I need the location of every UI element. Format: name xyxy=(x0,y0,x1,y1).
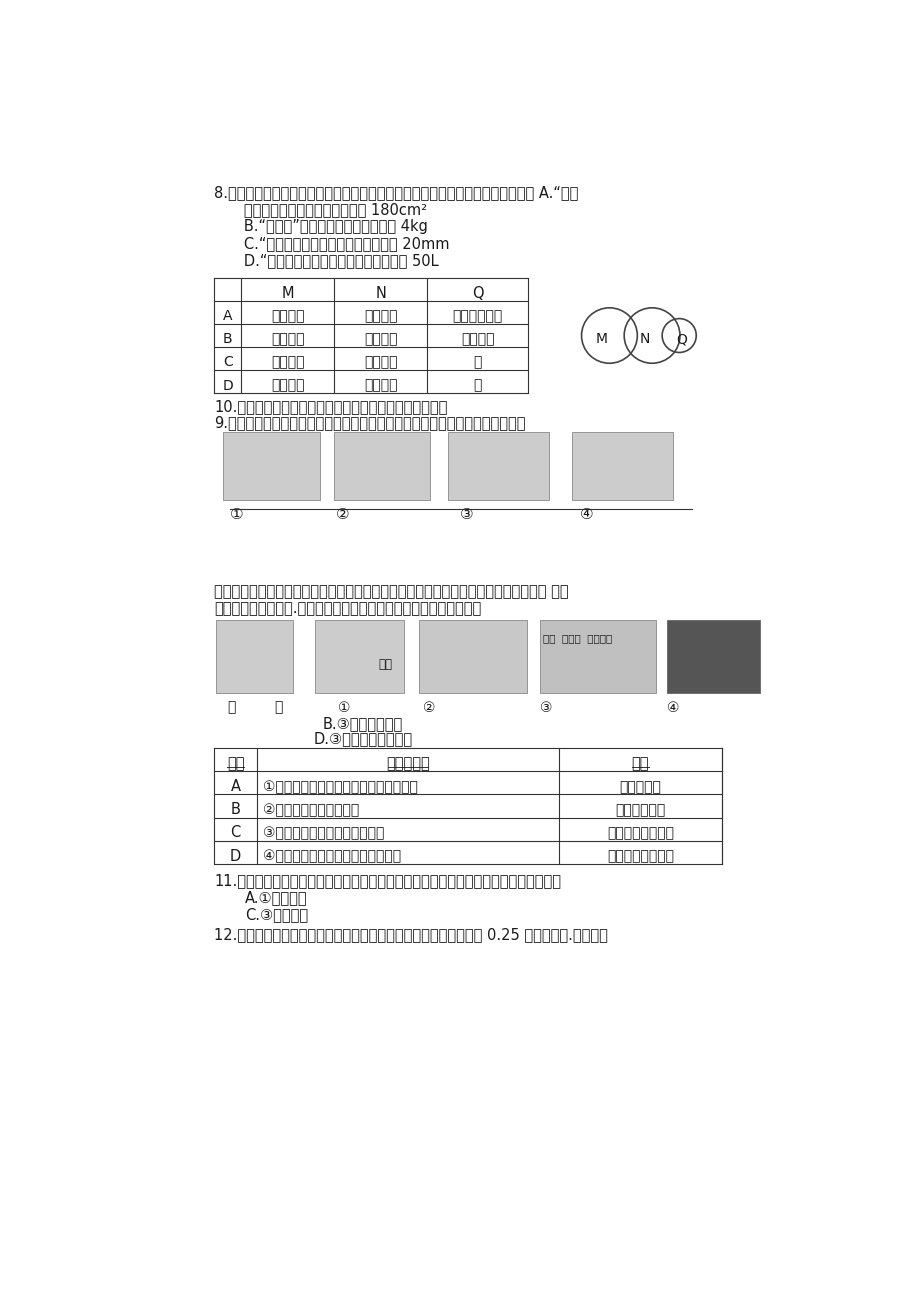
FancyBboxPatch shape xyxy=(539,619,655,693)
Text: Q: Q xyxy=(471,286,483,301)
Text: 爬行动物: 爬行动物 xyxy=(364,355,397,369)
Text: B.“测体温”：一只测温枪的质量约为 4kg: B.“测体温”：一只测温枪的质量约为 4kg xyxy=(230,220,427,234)
Text: 甲: 甲 xyxy=(227,700,235,714)
FancyBboxPatch shape xyxy=(666,619,759,693)
Text: D: D xyxy=(230,848,241,864)
FancyBboxPatch shape xyxy=(216,619,293,693)
Text: ②: ② xyxy=(423,700,436,714)
Text: 种子植物: 种子植物 xyxy=(364,332,397,346)
Text: 地球内部是分层的: 地球内部是分层的 xyxy=(607,850,674,863)
Text: 10.如图，下列各项实验或事实能作为相应结论的证据的是: 10.如图，下列各项实验或事实能作为相应结论的证据的是 xyxy=(214,399,447,415)
Text: 抱子植物: 抱子植物 xyxy=(271,332,304,346)
Text: ②高山上的海洋生物化石: ②高山上的海洋生物化石 xyxy=(263,803,359,817)
FancyBboxPatch shape xyxy=(572,432,673,500)
Text: 铅块: 铅块 xyxy=(378,658,392,671)
Text: 营养器官: 营养器官 xyxy=(271,379,304,393)
Text: 乙: 乙 xyxy=(274,700,282,714)
Text: D: D xyxy=(222,379,233,393)
Text: 细线拉过去，如图乙.下列选项中的实验，其原理与上述实验一致的是: 细线拉过去，如图乙.下列选项中的实验，其原理与上述实验一致的是 xyxy=(214,601,481,617)
Text: 生殖器官: 生殖器官 xyxy=(364,379,397,393)
FancyBboxPatch shape xyxy=(448,432,549,500)
Text: A.①铅柱黏合: A.①铅柱黏合 xyxy=(245,890,308,905)
Text: 根: 根 xyxy=(473,379,482,393)
Text: 被子植物: 被子植物 xyxy=(460,332,494,346)
Text: M: M xyxy=(281,286,294,301)
Text: ④切开的熟鸡蛋有蛋壳、蛋白和蛋黄: ④切开的熟鸡蛋有蛋壳、蛋白和蛋黄 xyxy=(263,850,401,863)
Text: D.“勤洗手，一瓶家用洗手液的体积约为 50L: D.“勤洗手，一瓶家用洗手液的体积约为 50L xyxy=(230,254,437,268)
Text: 选项: 选项 xyxy=(226,756,244,771)
Text: B: B xyxy=(222,332,233,346)
Text: 8.某同学对预防新冠肺炎措施中使用的一些物品进行了估测，其中最符合事实的是 A.“戴口: 8.某同学对预防新冠肺炎措施中使用的一些物品进行了估测，其中最符合事实的是 A.… xyxy=(214,185,578,200)
Text: ④: ④ xyxy=(579,507,593,522)
Text: 蛇: 蛇 xyxy=(473,355,482,369)
Text: ①: ① xyxy=(338,700,350,714)
Text: 地壳是变动的: 地壳是变动的 xyxy=(615,803,664,817)
Text: 地球是球体: 地球是球体 xyxy=(618,779,661,794)
Text: ④: ④ xyxy=(666,700,678,714)
Text: N: N xyxy=(639,332,649,346)
Text: 电灯通电发光: 电灯通电发光 xyxy=(452,310,503,323)
Text: 结论: 结论 xyxy=(631,756,649,771)
Text: Q: Q xyxy=(675,332,686,346)
Text: ①: ① xyxy=(230,507,243,522)
Text: ①铅笔沿篹球表面向右移动时笔尖先消失: ①铅笔沿篹球表面向右移动时笔尖先消失 xyxy=(263,779,417,794)
Text: 脊椎动物: 脊椎动物 xyxy=(271,355,304,369)
Text: ③: ③ xyxy=(460,507,473,522)
Text: N: N xyxy=(375,286,386,301)
Text: C: C xyxy=(222,355,233,369)
Text: ③两本书向中间挠压时中间隆起: ③两本书向中间挠压时中间隆起 xyxy=(263,826,384,840)
Text: 罩，一只长方形口罩的面积约为 180cm²: 罩，一只长方形口罩的面积约为 180cm² xyxy=(230,203,426,217)
FancyBboxPatch shape xyxy=(334,432,430,500)
Text: 板块碰撞形成山脉: 板块碰撞形成山脉 xyxy=(607,826,674,840)
Text: B: B xyxy=(231,803,240,817)
Text: 12.某工厂要制造一种特殊用途的钙铝罐，在钙罐内表面要压贴一层 0.25 毫米的铝片.技术人员: 12.某工厂要制造一种特殊用途的钙铝罐，在钙罐内表面要压贴一层 0.25 毫米的… xyxy=(214,926,607,942)
FancyBboxPatch shape xyxy=(314,619,403,693)
Text: 9.概念之间常存在交叉、并列或包含关系，下列选项中的概念符合图中关系的是: 9.概念之间常存在交叉、并列或包含关系，下列选项中的概念符合图中关系的是 xyxy=(214,415,525,429)
Text: 实验或事实: 实验或事实 xyxy=(386,756,429,771)
Text: M: M xyxy=(596,332,607,346)
Text: D.③红墨水分散到水中: D.③红墨水分散到水中 xyxy=(313,731,412,747)
Text: ②: ② xyxy=(335,507,349,522)
Text: C.③气体扩散: C.③气体扩散 xyxy=(245,907,308,922)
Text: A: A xyxy=(231,779,240,794)
Text: 11.将一根细线松松地系在一个铁丝框架的两边上，把框架浸到肥皂液里再取出来，框架: 11.将一根细线松松地系在一个铁丝框架的两边上，把框架浸到肥皂液里再取出来，框架 xyxy=(214,873,561,889)
Text: B.③酒精与水混合: B.③酒精与水混合 xyxy=(323,716,403,731)
Text: C.“要消毒，一张消毒湿巾的厚度约为 20mm: C.“要消毒，一张消毒湿巾的厚度约为 20mm xyxy=(230,237,448,251)
Text: 空气  玻璃板  二氧化氮: 空气 玻璃板 二氧化氮 xyxy=(542,634,611,644)
Text: A: A xyxy=(222,310,233,323)
Text: C: C xyxy=(230,825,241,840)
FancyBboxPatch shape xyxy=(223,432,320,500)
Text: ③: ③ xyxy=(539,700,551,714)
Text: 化学变化: 化学变化 xyxy=(364,310,397,323)
Text: 上便会出现一层肥皂膚，如图甲。用烧热的针刺破线的一侧的肥皂膚，另一侧的肥皂膚 会把: 上便会出现一层肥皂膚，如图甲。用烧热的针刺破线的一侧的肥皂膚，另一侧的肥皂膚 会… xyxy=(214,584,568,600)
Text: 物理变化: 物理变化 xyxy=(271,310,304,323)
FancyBboxPatch shape xyxy=(418,619,527,693)
